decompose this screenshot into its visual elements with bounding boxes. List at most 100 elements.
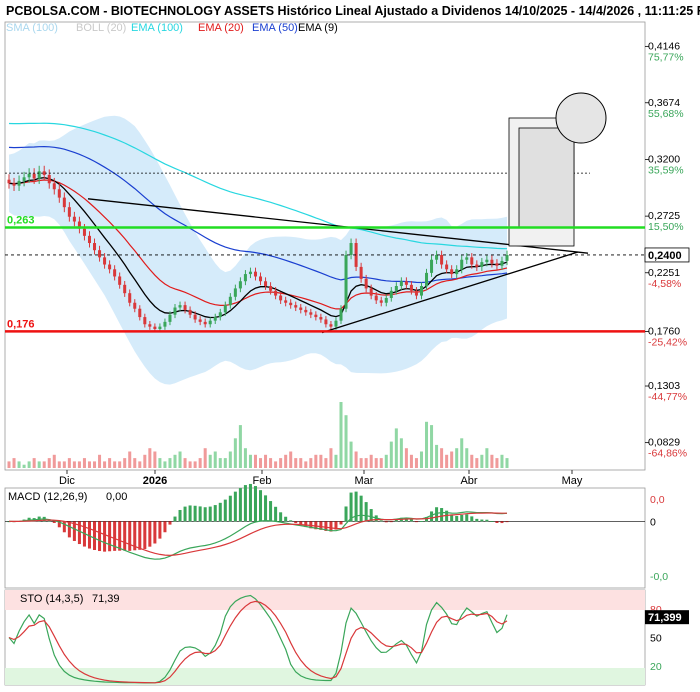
candle (389, 287, 393, 302)
volume-bar (440, 448, 444, 468)
macd-hist-bar (425, 517, 429, 522)
macd-hist-bar (334, 521, 338, 530)
candle (243, 270, 247, 286)
volume-bar (399, 438, 403, 468)
trendline-lower (321, 251, 579, 334)
y-tick-price: 0,0829 (648, 437, 680, 449)
volume-bar (118, 461, 122, 468)
candle (294, 301, 298, 312)
macd-hist-bar (339, 521, 343, 525)
last-price-badge (644, 247, 690, 263)
legend-item[interactable]: EMA (9) (298, 22, 338, 34)
y-tick-pct: 75,77% (648, 51, 684, 63)
volume-bar (253, 454, 257, 468)
candle (218, 308, 222, 321)
volume-bar (324, 458, 328, 468)
volume-bar (430, 425, 434, 468)
volume-bar (108, 458, 112, 468)
volume-bar (445, 454, 449, 468)
volume-bar (339, 402, 343, 468)
candle (409, 280, 413, 295)
candle (67, 202, 71, 222)
macd-hist-bar (329, 521, 333, 532)
volume-bar (289, 451, 293, 468)
volume-bar (77, 461, 81, 468)
trendline-upper (87, 198, 589, 254)
macd-hist-bar (495, 521, 499, 523)
y-tick-pct: -64,86% (648, 448, 687, 460)
sto-panel: STO (14,3,5) 71,39 80 50 20 71,399 (4, 589, 689, 686)
y-tick-pct: 35,59% (648, 164, 684, 176)
volume-bar (374, 458, 378, 468)
legend-item[interactable]: BOLL (20) (76, 22, 126, 34)
macd-hist-bar (500, 521, 504, 524)
candle (228, 293, 232, 309)
macd-hist-bar (198, 506, 202, 522)
candle (264, 277, 268, 290)
candle (384, 294, 388, 307)
candle (52, 177, 56, 195)
candle (289, 299, 293, 309)
candle (259, 272, 263, 286)
volume-bar (274, 461, 278, 468)
macd-hist-bar (168, 521, 172, 525)
macd-hist-bar (505, 521, 509, 523)
volume-bar (344, 415, 348, 468)
candle (440, 250, 444, 269)
macd-hist-bar (238, 488, 242, 522)
volume-bar (495, 458, 499, 468)
volume-bar (505, 458, 509, 468)
volume-bar (404, 448, 408, 468)
sto-value: 71,39 (92, 593, 120, 605)
volume-bar (485, 448, 489, 468)
volume-bar (163, 461, 167, 468)
candle (414, 287, 418, 300)
volume-bar (319, 454, 323, 468)
candle (47, 169, 51, 189)
y-tick-pct: -44,77% (648, 391, 687, 403)
macd-hist-bar (183, 506, 187, 522)
candle (500, 256, 504, 270)
legend-item[interactable]: EMA (20) (198, 22, 244, 34)
volume-bar (98, 454, 102, 468)
volume-bar (384, 454, 388, 468)
volume-bar (123, 458, 127, 468)
candle (138, 305, 142, 321)
candle (450, 265, 454, 279)
legend-item[interactable]: SMA (100) (6, 22, 58, 34)
macd-label: MACD (12,26,9) (8, 491, 87, 503)
candle (394, 282, 398, 295)
ema20-line (8, 179, 508, 310)
candle (183, 301, 187, 314)
macd-hist-bar (485, 519, 489, 522)
volume-bar (208, 454, 212, 468)
volume-bar (450, 451, 454, 468)
candle (178, 301, 182, 312)
candle (163, 318, 167, 330)
candle (7, 174, 11, 189)
candle (430, 255, 434, 277)
macd-hist-bar (465, 514, 469, 522)
last-price-label: 0,2400 (648, 250, 682, 262)
macd-hist-bar (440, 508, 444, 522)
volume-bar (269, 458, 273, 468)
target-circle (555, 92, 607, 144)
candle (309, 308, 313, 319)
macd-hist-bar (344, 506, 348, 522)
candle (103, 253, 107, 269)
macd-hist-bar (359, 495, 363, 522)
candle (238, 277, 242, 293)
volume-bar (354, 451, 358, 468)
candle (490, 255, 494, 268)
legend-item[interactable]: EMA (100) (131, 22, 183, 34)
chart-title: PCBOLSA.COM - BIOTECHNOLOGY ASSETS Histó… (6, 4, 700, 18)
sto-label: STO (14,3,5) (20, 593, 83, 605)
volume-bar (37, 461, 41, 468)
volume-bar (173, 454, 177, 468)
legend-item[interactable]: EMA (50) (252, 22, 298, 34)
macd-hist-bar (57, 521, 61, 528)
candle (470, 253, 474, 269)
macd-hist-bar (128, 521, 132, 551)
sto-oversold-zone (5, 668, 645, 685)
